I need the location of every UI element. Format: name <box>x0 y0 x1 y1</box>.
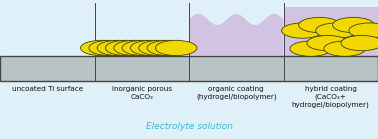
Circle shape <box>341 35 378 51</box>
Polygon shape <box>189 14 284 56</box>
Circle shape <box>299 17 340 33</box>
Circle shape <box>114 40 155 56</box>
Circle shape <box>324 41 366 56</box>
Circle shape <box>155 40 197 56</box>
Text: uncoated Ti surface: uncoated Ti surface <box>12 86 83 92</box>
Circle shape <box>316 23 357 38</box>
Circle shape <box>89 40 130 56</box>
Circle shape <box>333 17 374 33</box>
Circle shape <box>307 35 349 51</box>
Text: Electrolyte solution: Electrolyte solution <box>146 122 232 131</box>
Circle shape <box>282 23 323 38</box>
Circle shape <box>147 40 189 56</box>
Text: organic coating
(hydrogel/biopolymer): organic coating (hydrogel/biopolymer) <box>196 86 277 100</box>
Circle shape <box>139 40 180 56</box>
Circle shape <box>130 40 172 56</box>
Circle shape <box>81 40 122 56</box>
Text: hybrid coating
(CaCO₃+
hydrogel/biopolymer): hybrid coating (CaCO₃+ hydrogel/biopolym… <box>292 86 370 108</box>
Circle shape <box>122 40 164 56</box>
FancyBboxPatch shape <box>0 56 378 81</box>
Circle shape <box>349 23 378 38</box>
Polygon shape <box>284 7 378 56</box>
Circle shape <box>105 40 147 56</box>
Circle shape <box>97 40 139 56</box>
Circle shape <box>290 41 332 56</box>
Text: inorganic porous
CaCO₃: inorganic porous CaCO₃ <box>112 86 172 100</box>
